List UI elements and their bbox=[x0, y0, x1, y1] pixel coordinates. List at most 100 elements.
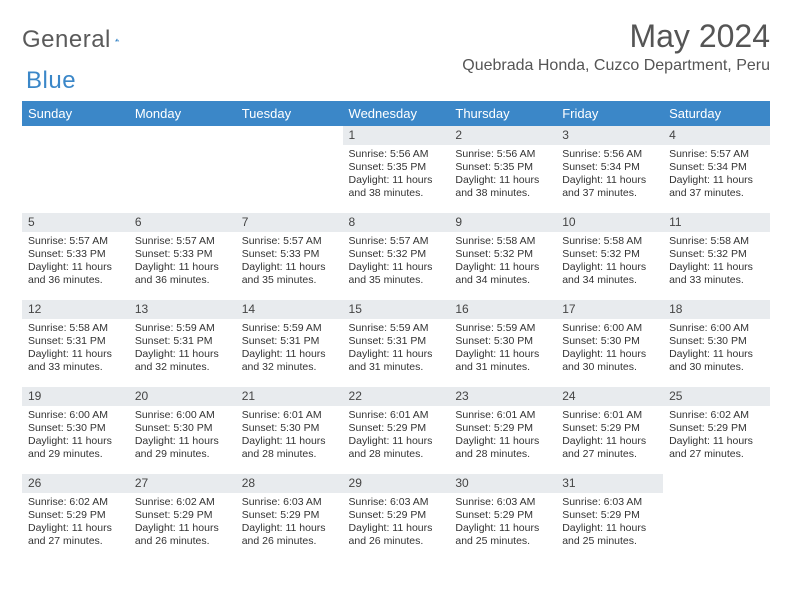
sunset-line: Sunset: 5:29 PM bbox=[669, 422, 764, 435]
daylight-line: Daylight: 11 hours and 37 minutes. bbox=[669, 174, 764, 200]
sunset-line: Sunset: 5:29 PM bbox=[562, 422, 657, 435]
daylight-line: Daylight: 11 hours and 35 minutes. bbox=[349, 261, 444, 287]
content-row: Sunrise: 6:00 AMSunset: 5:30 PMDaylight:… bbox=[22, 406, 770, 474]
day-content-cell: Sunrise: 6:03 AMSunset: 5:29 PMDaylight:… bbox=[343, 493, 450, 561]
day-number-cell: 3 bbox=[556, 126, 663, 145]
sunset-line: Sunset: 5:32 PM bbox=[349, 248, 444, 261]
day-content-cell: Sunrise: 5:57 AMSunset: 5:33 PMDaylight:… bbox=[22, 232, 129, 300]
day-content-cell bbox=[236, 145, 343, 213]
day-number-cell: 18 bbox=[663, 300, 770, 319]
daynum-row: 567891011 bbox=[22, 213, 770, 232]
sunset-line: Sunset: 5:33 PM bbox=[242, 248, 337, 261]
sunset-line: Sunset: 5:30 PM bbox=[669, 335, 764, 348]
day-content-cell: Sunrise: 6:01 AMSunset: 5:29 PMDaylight:… bbox=[343, 406, 450, 474]
sunrise-line: Sunrise: 6:03 AM bbox=[562, 496, 657, 509]
day-content-cell: Sunrise: 5:58 AMSunset: 5:32 PMDaylight:… bbox=[556, 232, 663, 300]
day-content-cell: Sunrise: 5:57 AMSunset: 5:32 PMDaylight:… bbox=[343, 232, 450, 300]
day-number-cell: 24 bbox=[556, 387, 663, 406]
day-content-cell bbox=[22, 145, 129, 213]
day-number-cell: 19 bbox=[22, 387, 129, 406]
day-number-cell: 11 bbox=[663, 213, 770, 232]
daynum-row: 262728293031 bbox=[22, 474, 770, 493]
daylight-line: Daylight: 11 hours and 26 minutes. bbox=[242, 522, 337, 548]
day-number-cell: 20 bbox=[129, 387, 236, 406]
sunrise-line: Sunrise: 6:03 AM bbox=[455, 496, 550, 509]
sunrise-line: Sunrise: 5:57 AM bbox=[28, 235, 123, 248]
daylight-line: Daylight: 11 hours and 36 minutes. bbox=[28, 261, 123, 287]
weekday-header: Wednesday bbox=[343, 101, 450, 126]
sunrise-line: Sunrise: 5:56 AM bbox=[562, 148, 657, 161]
daylight-line: Daylight: 11 hours and 33 minutes. bbox=[669, 261, 764, 287]
daylight-line: Daylight: 11 hours and 28 minutes. bbox=[242, 435, 337, 461]
daylight-line: Daylight: 11 hours and 31 minutes. bbox=[455, 348, 550, 374]
daylight-line: Daylight: 11 hours and 38 minutes. bbox=[349, 174, 444, 200]
content-row: Sunrise: 5:57 AMSunset: 5:33 PMDaylight:… bbox=[22, 232, 770, 300]
day-number-cell bbox=[236, 126, 343, 145]
day-number-cell: 29 bbox=[343, 474, 450, 493]
daynum-row: 1234 bbox=[22, 126, 770, 145]
daylight-line: Daylight: 11 hours and 32 minutes. bbox=[135, 348, 230, 374]
day-number-cell: 12 bbox=[22, 300, 129, 319]
sunset-line: Sunset: 5:30 PM bbox=[135, 422, 230, 435]
sunset-line: Sunset: 5:29 PM bbox=[455, 422, 550, 435]
sunrise-line: Sunrise: 6:01 AM bbox=[242, 409, 337, 422]
day-number-cell: 13 bbox=[129, 300, 236, 319]
daylight-line: Daylight: 11 hours and 34 minutes. bbox=[455, 261, 550, 287]
sunrise-line: Sunrise: 6:00 AM bbox=[135, 409, 230, 422]
sunset-line: Sunset: 5:29 PM bbox=[28, 509, 123, 522]
day-content-cell: Sunrise: 5:59 AMSunset: 5:31 PMDaylight:… bbox=[343, 319, 450, 387]
weekday-header: Tuesday bbox=[236, 101, 343, 126]
day-number-cell: 17 bbox=[556, 300, 663, 319]
day-number-cell: 7 bbox=[236, 213, 343, 232]
daynum-row: 19202122232425 bbox=[22, 387, 770, 406]
sunset-line: Sunset: 5:33 PM bbox=[28, 248, 123, 261]
content-row: Sunrise: 6:02 AMSunset: 5:29 PMDaylight:… bbox=[22, 493, 770, 561]
daylight-line: Daylight: 11 hours and 36 minutes. bbox=[135, 261, 230, 287]
day-number-cell: 31 bbox=[556, 474, 663, 493]
sunrise-line: Sunrise: 6:02 AM bbox=[669, 409, 764, 422]
day-number-cell: 9 bbox=[449, 213, 556, 232]
sunset-line: Sunset: 5:29 PM bbox=[349, 422, 444, 435]
sunrise-line: Sunrise: 6:00 AM bbox=[28, 409, 123, 422]
sunrise-line: Sunrise: 5:58 AM bbox=[562, 235, 657, 248]
day-content-cell: Sunrise: 5:59 AMSunset: 5:31 PMDaylight:… bbox=[236, 319, 343, 387]
day-content-cell: Sunrise: 5:56 AMSunset: 5:35 PMDaylight:… bbox=[343, 145, 450, 213]
daylight-line: Daylight: 11 hours and 30 minutes. bbox=[562, 348, 657, 374]
day-content-cell: Sunrise: 6:03 AMSunset: 5:29 PMDaylight:… bbox=[556, 493, 663, 561]
day-number-cell: 4 bbox=[663, 126, 770, 145]
calendar-table: SundayMondayTuesdayWednesdayThursdayFrid… bbox=[22, 101, 770, 561]
daylight-line: Daylight: 11 hours and 31 minutes. bbox=[349, 348, 444, 374]
sunrise-line: Sunrise: 5:59 AM bbox=[242, 322, 337, 335]
sunrise-line: Sunrise: 5:59 AM bbox=[455, 322, 550, 335]
day-content-cell bbox=[663, 493, 770, 561]
sunrise-line: Sunrise: 5:57 AM bbox=[669, 148, 764, 161]
document-page: General May 2024 Quebrada Honda, Cuzco D… bbox=[0, 0, 792, 612]
sunrise-line: Sunrise: 6:02 AM bbox=[28, 496, 123, 509]
day-content-cell: Sunrise: 6:02 AMSunset: 5:29 PMDaylight:… bbox=[129, 493, 236, 561]
day-content-cell: Sunrise: 6:00 AMSunset: 5:30 PMDaylight:… bbox=[556, 319, 663, 387]
sunset-line: Sunset: 5:29 PM bbox=[349, 509, 444, 522]
daylight-line: Daylight: 11 hours and 27 minutes. bbox=[28, 522, 123, 548]
day-content-cell: Sunrise: 6:03 AMSunset: 5:29 PMDaylight:… bbox=[449, 493, 556, 561]
day-number-cell: 14 bbox=[236, 300, 343, 319]
sunset-line: Sunset: 5:31 PM bbox=[135, 335, 230, 348]
sunrise-line: Sunrise: 6:00 AM bbox=[562, 322, 657, 335]
daylight-line: Daylight: 11 hours and 37 minutes. bbox=[562, 174, 657, 200]
day-content-cell: Sunrise: 6:00 AMSunset: 5:30 PMDaylight:… bbox=[22, 406, 129, 474]
day-content-cell: Sunrise: 6:01 AMSunset: 5:30 PMDaylight:… bbox=[236, 406, 343, 474]
calendar-body: 1234Sunrise: 5:56 AMSunset: 5:35 PMDayli… bbox=[22, 126, 770, 561]
sunrise-line: Sunrise: 5:58 AM bbox=[669, 235, 764, 248]
content-row: Sunrise: 5:58 AMSunset: 5:31 PMDaylight:… bbox=[22, 319, 770, 387]
day-content-cell: Sunrise: 6:02 AMSunset: 5:29 PMDaylight:… bbox=[663, 406, 770, 474]
daylight-line: Daylight: 11 hours and 27 minutes. bbox=[669, 435, 764, 461]
sunrise-line: Sunrise: 6:01 AM bbox=[455, 409, 550, 422]
sunrise-line: Sunrise: 5:56 AM bbox=[455, 148, 550, 161]
day-number-cell: 5 bbox=[22, 213, 129, 232]
day-content-cell: Sunrise: 5:59 AMSunset: 5:31 PMDaylight:… bbox=[129, 319, 236, 387]
sunset-line: Sunset: 5:31 PM bbox=[242, 335, 337, 348]
day-content-cell: Sunrise: 5:58 AMSunset: 5:32 PMDaylight:… bbox=[663, 232, 770, 300]
day-content-cell: Sunrise: 5:56 AMSunset: 5:35 PMDaylight:… bbox=[449, 145, 556, 213]
day-number-cell bbox=[129, 126, 236, 145]
day-content-cell: Sunrise: 6:01 AMSunset: 5:29 PMDaylight:… bbox=[449, 406, 556, 474]
day-number-cell: 21 bbox=[236, 387, 343, 406]
